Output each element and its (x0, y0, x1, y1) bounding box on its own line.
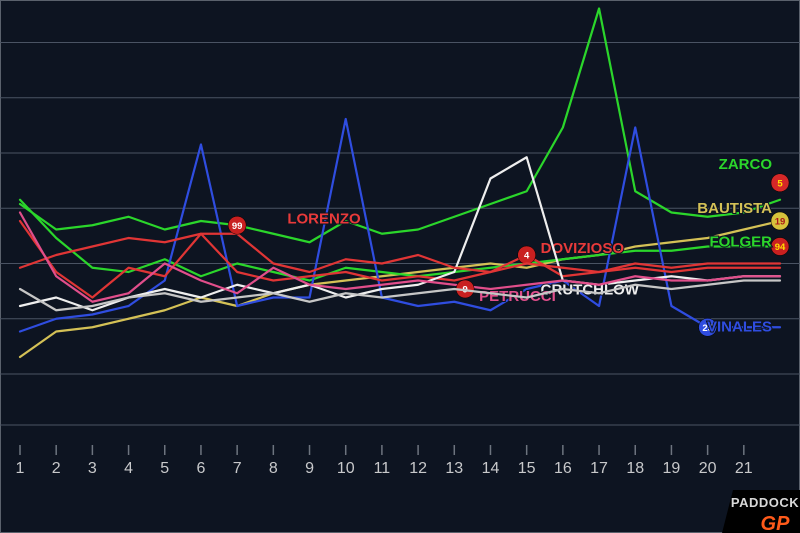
series-label-vinales: VINALES (707, 318, 772, 335)
xtick-label: 15 (518, 460, 536, 477)
xtick-label: 4 (124, 460, 133, 477)
series-label-zarco: ZARCO (719, 156, 773, 173)
series-label-lorenzo: LORENZO (287, 210, 361, 227)
xtick-label: 3 (88, 460, 97, 477)
rider-bullet-number: 99 (232, 221, 243, 232)
xtick-label: 18 (626, 460, 644, 477)
xtick-label: 12 (409, 460, 427, 477)
xtick-label: 10 (337, 460, 355, 477)
rider-bullet-number: 5 (777, 178, 783, 189)
xtick-label: 20 (699, 460, 717, 477)
xtick-label: 8 (269, 460, 278, 477)
xtick-label: 14 (482, 460, 500, 477)
rider-bullet-number: 4 (524, 251, 530, 262)
rider-bullet-number: 19 (775, 217, 786, 228)
xtick-label: 2 (52, 460, 61, 477)
xtick-label: 16 (554, 460, 572, 477)
xtick-label: 9 (305, 460, 314, 477)
series-label-folger: FOLGER (710, 234, 773, 251)
xtick-label: 5 (160, 460, 169, 477)
watermark: PADDOCK GP (722, 490, 800, 533)
xtick-label: 19 (663, 460, 681, 477)
xtick-label: 11 (374, 460, 391, 477)
xtick-label: 6 (196, 460, 205, 477)
series-label-bautista: BAUTISTA (697, 200, 772, 217)
xtick-label: 1 (16, 460, 25, 477)
watermark-bottom-text: GP (761, 513, 791, 533)
rider-bullet-number: 94 (775, 242, 786, 253)
watermark-top-text: PADDOCK (731, 495, 799, 510)
line-chart: 1234567891011121314151617181920215ZARCO1… (0, 0, 800, 533)
chart-root: 1234567891011121314151617181920215ZARCO1… (0, 0, 800, 533)
xtick-label: 13 (445, 460, 463, 477)
xtick-label: 7 (233, 460, 242, 477)
xtick-label: 21 (735, 460, 753, 477)
xtick-label: 17 (590, 460, 608, 477)
